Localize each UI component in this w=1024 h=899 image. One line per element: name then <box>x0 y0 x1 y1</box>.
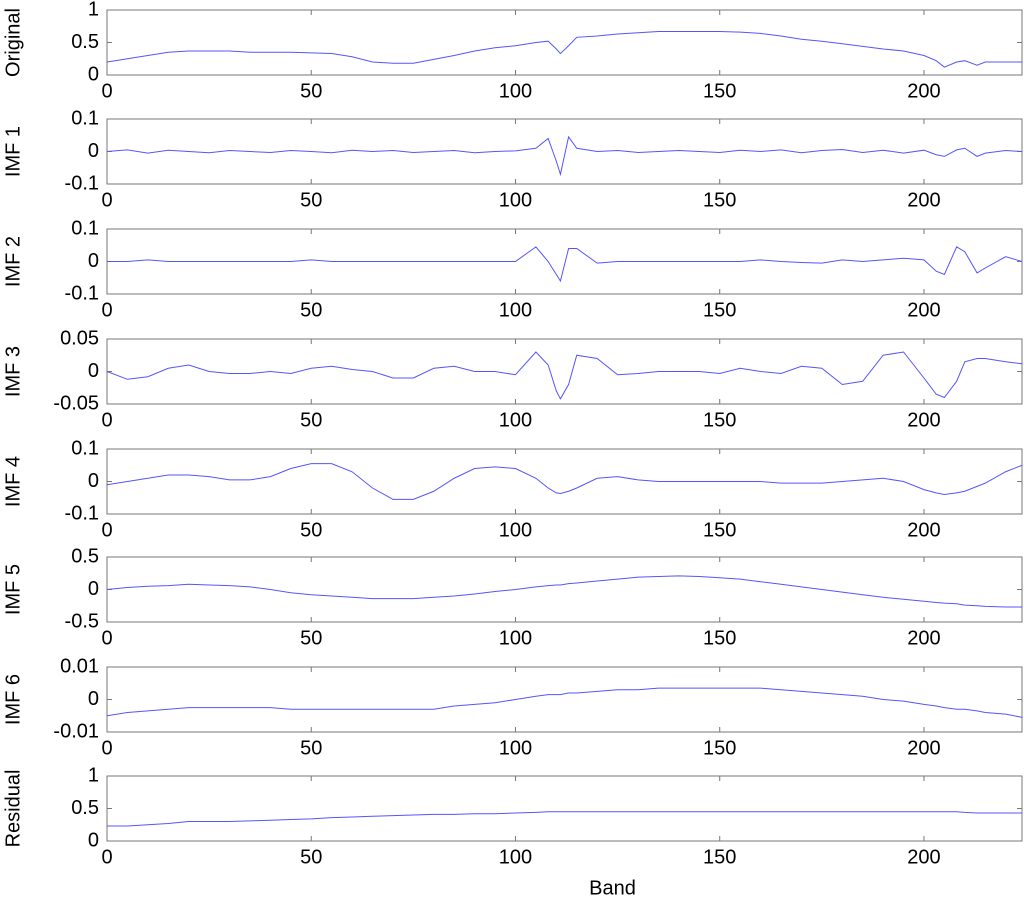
x-tick-label: 150 <box>703 519 736 541</box>
y-tick-label: 0 <box>88 140 99 162</box>
x-tick-label: 200 <box>907 519 940 541</box>
x-tick-label: 50 <box>300 737 322 759</box>
x-tick-label: 50 <box>300 627 322 649</box>
y-tick-label: -0.1 <box>65 282 99 304</box>
plot-frame <box>106 556 1023 623</box>
x-tick-label: 100 <box>499 189 532 211</box>
y-axis-label: Residual <box>2 770 24 848</box>
x-tick-label: 200 <box>907 299 940 321</box>
y-tick-label: 0 <box>88 250 99 272</box>
y-tick-label: 0.1 <box>71 107 99 129</box>
x-tick-label: 0 <box>101 299 112 321</box>
x-tick-label: 0 <box>101 80 112 102</box>
x-tick-label: 150 <box>703 409 736 431</box>
y-tick-label: -0.5 <box>65 610 99 632</box>
y-axis-label: Original <box>2 8 24 77</box>
x-tick-label: 100 <box>499 299 532 321</box>
x-axis-label: Band <box>589 877 636 899</box>
x-tick-label: 100 <box>499 737 532 759</box>
x-tick-label: 150 <box>703 189 736 211</box>
y-tick-label: 0 <box>88 829 99 851</box>
y-tick-label: 0.1 <box>71 217 99 239</box>
x-tick-label: 50 <box>300 409 322 431</box>
x-tick-label: 200 <box>907 80 940 102</box>
x-tick-label: 100 <box>499 627 532 649</box>
x-tick-label: 50 <box>300 189 322 211</box>
x-tick-label: 0 <box>101 519 112 541</box>
y-tick-label: -0.01 <box>53 720 99 742</box>
y-tick-label: 0 <box>88 688 99 710</box>
x-tick-label: 150 <box>703 299 736 321</box>
y-tick-label: -0.05 <box>53 392 99 414</box>
x-tick-label: 150 <box>703 737 736 759</box>
x-tick-label: 200 <box>907 846 940 868</box>
x-tick-label: 150 <box>703 627 736 649</box>
y-tick-label: 0.5 <box>71 797 99 819</box>
data-line <box>106 687 1023 718</box>
y-tick-label: -0.1 <box>65 502 99 524</box>
x-tick-label: 100 <box>499 409 532 431</box>
y-axis-label: IMF 1 <box>2 126 24 177</box>
x-tick-label: 200 <box>907 627 940 649</box>
y-tick-label: 1 <box>88 0 99 20</box>
plot-frame <box>106 775 1023 842</box>
y-axis-label: IMF 3 <box>2 346 24 397</box>
data-line <box>106 351 1023 400</box>
y-tick-label: 0.5 <box>71 31 99 53</box>
x-tick-label: 0 <box>101 737 112 759</box>
data-line <box>106 30 1022 68</box>
x-tick-label: 200 <box>907 409 940 431</box>
y-axis-label: IMF 2 <box>2 236 24 287</box>
y-tick-label: 1 <box>88 764 99 786</box>
x-tick-label: 0 <box>101 627 112 649</box>
x-tick-label: 100 <box>499 519 532 541</box>
x-tick-label: 100 <box>499 80 532 102</box>
data-line <box>107 246 1023 283</box>
x-tick-label: 150 <box>703 846 736 868</box>
x-tick-label: 50 <box>300 846 322 868</box>
x-tick-label: 200 <box>907 737 940 759</box>
y-tick-label: 0 <box>88 360 99 382</box>
x-tick-label: 150 <box>703 80 736 102</box>
y-axis-label: IMF 6 <box>2 674 24 725</box>
x-tick-label: 50 <box>300 80 322 102</box>
data-line <box>107 811 1022 827</box>
x-tick-label: 0 <box>101 409 112 431</box>
plot-frame <box>106 9 1023 76</box>
y-axis-label: IMF 5 <box>2 564 24 615</box>
y-tick-label: 0.1 <box>71 437 99 459</box>
y-axis-label: IMF 4 <box>2 456 24 507</box>
y-tick-label: 0.05 <box>60 327 99 349</box>
data-line <box>106 463 1023 500</box>
data-line <box>106 135 1023 177</box>
y-tick-label: -0.1 <box>65 172 99 194</box>
plot-frame <box>106 338 1023 405</box>
x-tick-label: 50 <box>300 299 322 321</box>
plot-frame <box>106 448 1023 515</box>
x-tick-label: 200 <box>907 189 940 211</box>
x-tick-label: 0 <box>101 846 112 868</box>
y-tick-label: 0 <box>88 578 99 600</box>
x-tick-label: 0 <box>101 189 112 211</box>
y-tick-label: 0.01 <box>60 655 99 677</box>
y-tick-label: 0 <box>88 470 99 492</box>
data-line <box>106 575 1022 608</box>
x-tick-label: 50 <box>300 519 322 541</box>
y-tick-label: 0 <box>88 63 99 85</box>
y-tick-label: 0.5 <box>71 545 99 567</box>
x-tick-label: 100 <box>499 846 532 868</box>
